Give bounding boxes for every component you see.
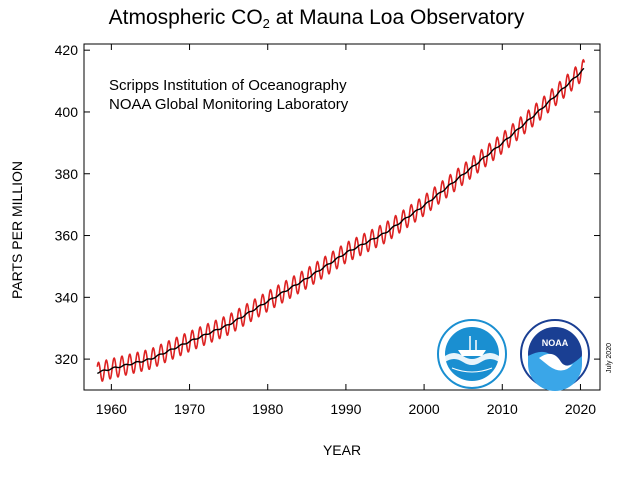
y-tick-label: 380 (55, 166, 79, 182)
plot-frame (83, 43, 601, 391)
x-tick-label: 2010 (487, 401, 518, 417)
annotation-scripps: Scripps Institution of Oceanography (109, 77, 347, 94)
title-prefix: Atmospheric CO (108, 6, 263, 29)
x-tick-label: 2000 (409, 401, 440, 417)
y-tick-label: 320 (55, 351, 79, 367)
trend-series (97, 67, 585, 375)
y-axis-label: PARTS PER MILLION (9, 161, 25, 299)
x-tick-label: 1990 (330, 401, 361, 417)
y-tick-label: 340 (55, 289, 79, 305)
title-suffix: at Mauna Loa Observatory (269, 6, 525, 29)
date-stamp: July 2020 (606, 343, 613, 373)
x-axis-label: YEAR (323, 442, 361, 458)
x-tick-label: 1970 (174, 401, 205, 417)
y-tick-label: 400 (55, 104, 79, 120)
x-tick-label: 1960 (96, 401, 127, 417)
x-tick-label: 1980 (252, 401, 283, 417)
title-subscript: 2 (262, 16, 270, 31)
y-tick-label: 420 (55, 42, 79, 58)
noaa-logo: NOAA (520, 319, 590, 391)
x-tick-label: 2020 (565, 401, 596, 417)
y-tick-label: 360 (55, 228, 79, 244)
annotation-noaa: NOAA Global Monitoring Laboratory (109, 96, 349, 113)
svg-text:NOAA: NOAA (542, 338, 569, 348)
scripps-logo (437, 319, 507, 389)
chart-title: Atmospheric CO2 at Mauna Loa Observatory (0, 6, 633, 31)
data-series (96, 58, 586, 382)
axis-ticks: 1960 1970 1980 1990 2000 2010 2020 320 340 360 380… (55, 42, 600, 417)
